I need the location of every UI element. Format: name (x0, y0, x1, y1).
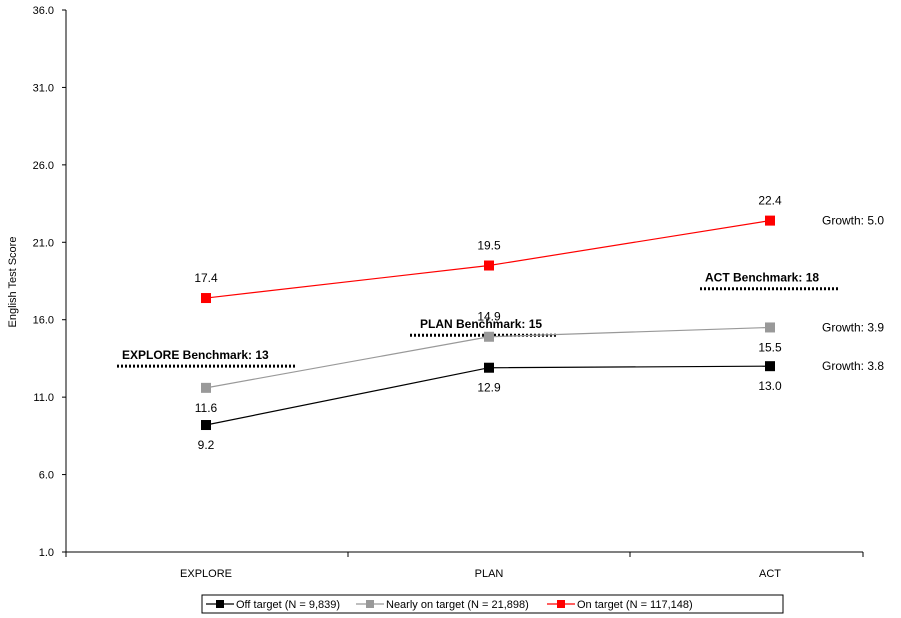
data-point (201, 382, 211, 393)
legend: Off target (N = 9,839) Nearly on target (… (201, 594, 784, 614)
data-point (484, 260, 494, 271)
data-label: 19.5 (477, 239, 501, 253)
legend-label: Nearly on target (N = 21,898) (386, 599, 529, 611)
data-label: 17.4 (194, 271, 218, 285)
data-point (765, 361, 775, 372)
y-tick-label: 1.0 (39, 547, 54, 559)
legend-label: On target (N = 117,148) (577, 599, 693, 611)
x-axis-ticks: EXPLORE PLAN ACT (65, 552, 864, 580)
benchmark-label: PLAN Benchmark: 15 (420, 317, 542, 331)
benchmark-label: EXPLORE Benchmark: 13 (122, 348, 269, 362)
data-point (484, 331, 494, 342)
growth-label: Growth: 3.8 (822, 359, 884, 373)
growth-label: Growth: 5.0 (822, 214, 884, 228)
x-tick-label: EXPLORE (180, 568, 232, 580)
data-point (201, 293, 211, 304)
data-point (201, 420, 211, 431)
y-tick-label: 36.0 (33, 5, 54, 17)
legend-label: Off target (N = 9,839) (236, 599, 340, 611)
data-point (765, 215, 775, 226)
data-label: 13.0 (758, 379, 782, 393)
series-lines: 9.2 12.9 13.0 Growth: 3.8 11.6 14.9 15.5 Growth… (194, 194, 884, 452)
data-point (484, 362, 494, 373)
y-tick-label: 16.0 (33, 315, 54, 327)
y-tick-label: 6.0 (39, 470, 54, 482)
benchmark-lines: EXPLORE Benchmark: 13 PLAN Benchmark: 15 A… (117, 271, 838, 368)
legend-box (201, 594, 784, 614)
data-label: 15.5 (758, 340, 782, 354)
legend-marker (557, 600, 565, 608)
x-tick-label: ACT (759, 568, 781, 580)
data-point (765, 322, 775, 333)
growth-label: Growth: 3.9 (822, 320, 884, 334)
data-label: 11.6 (195, 401, 218, 415)
y-tick-label: 21.0 (33, 237, 54, 249)
y-axis-ticks: 1.0 6.0 11.0 16.0 21.0 26.0 31.0 36.0 (33, 5, 66, 559)
benchmark-label: ACT Benchmark: 18 (705, 271, 819, 285)
series-line (205, 220, 771, 299)
x-tick-label: PLAN (475, 568, 504, 580)
y-tick-label: 31.0 (33, 82, 54, 94)
data-label: 9.2 (198, 438, 215, 452)
data-label: 14.9 (477, 310, 501, 324)
y-tick-label: 11.0 (33, 392, 54, 404)
data-label: 12.9 (477, 381, 501, 395)
legend-marker (216, 600, 224, 608)
series-line (205, 365, 771, 426)
y-axis-label: English Test Score (7, 237, 19, 328)
data-label: 22.4 (758, 194, 782, 208)
legend-marker (366, 600, 374, 608)
y-tick-label: 26.0 (33, 160, 54, 172)
